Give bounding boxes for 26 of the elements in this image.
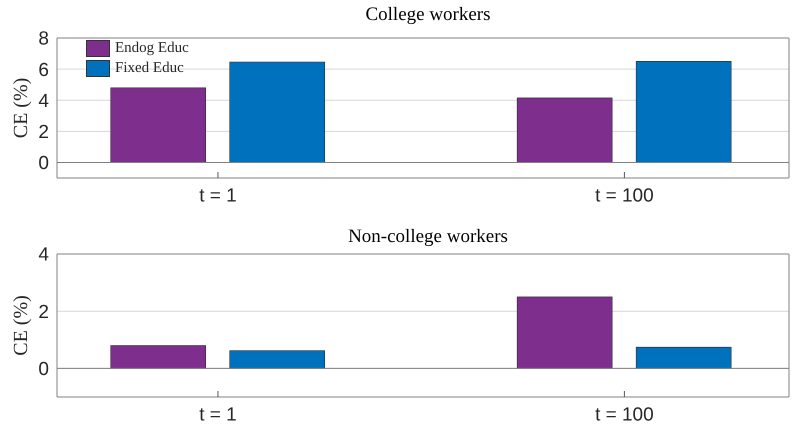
bar	[110, 345, 206, 369]
y-tick-label: 6	[38, 60, 49, 81]
y-axis-title: CE (%)	[10, 295, 32, 356]
y-tick-label: 4	[38, 244, 50, 266]
y-tick-label: 4	[38, 90, 50, 112]
y-tick-label: 0	[38, 359, 49, 380]
legend-label: Fixed Educ	[115, 59, 184, 78]
legend-label: Endog Educ	[115, 39, 189, 58]
bar	[229, 62, 326, 163]
bar	[636, 346, 732, 369]
bar	[636, 61, 732, 163]
x-tick-label: t = 100	[595, 185, 654, 206]
chart-title: College workers	[364, 3, 492, 25]
y-tick-label: 2	[38, 122, 49, 144]
bar	[516, 296, 612, 369]
x-tick-label: t = 1	[199, 185, 237, 206]
y-tick-label: 0	[38, 153, 49, 174]
x-tick-label: t = 100	[595, 404, 654, 426]
chart-title: Non-college workers	[347, 225, 509, 247]
bar	[516, 98, 612, 163]
bar	[110, 87, 206, 163]
bar	[229, 350, 326, 369]
y-tick-label: 8	[38, 28, 49, 50]
y-tick-label: 2	[38, 302, 49, 323]
y-axis-title: CE (%)	[10, 78, 32, 138]
x-tick-label: t = 1	[199, 404, 237, 426]
